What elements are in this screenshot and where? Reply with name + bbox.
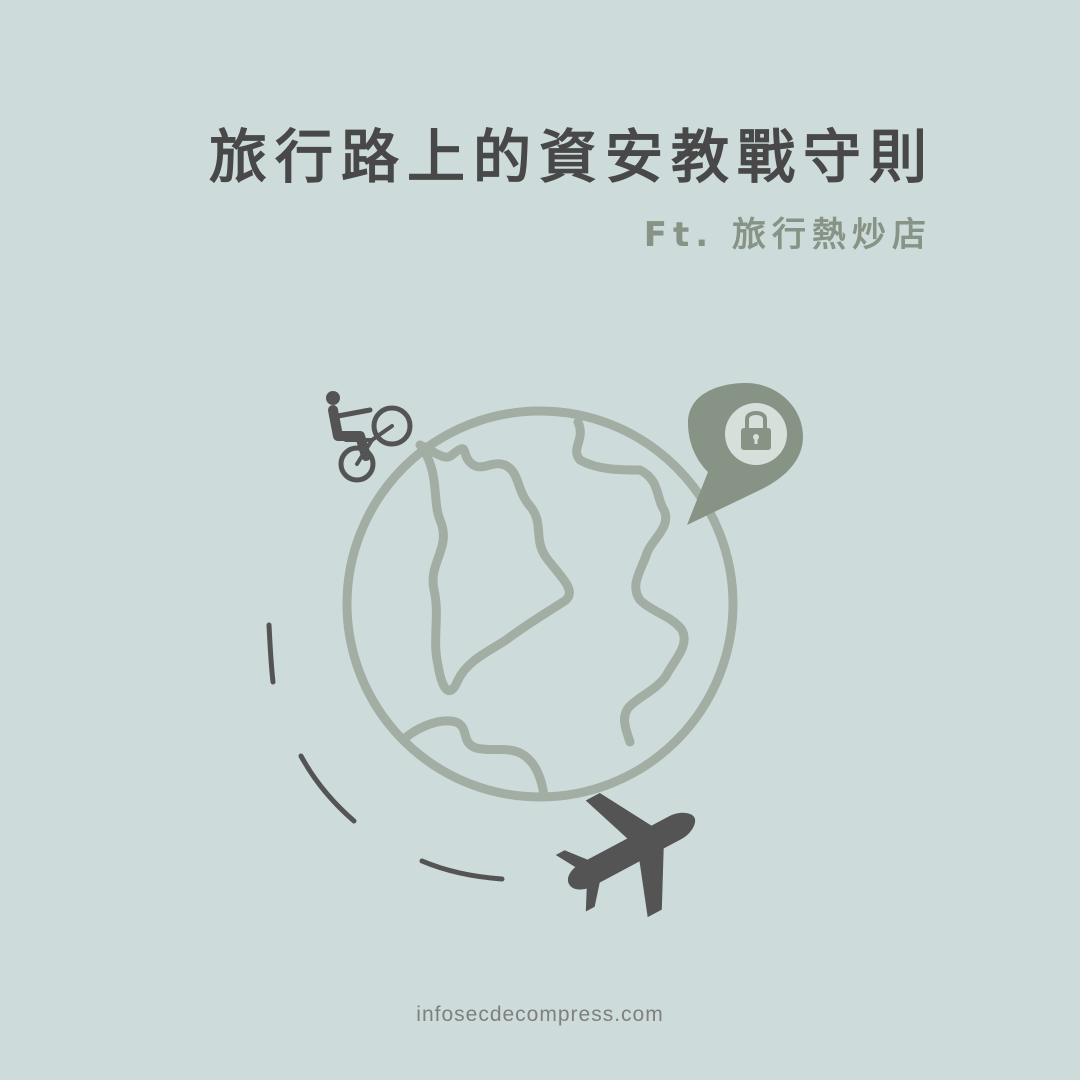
website-url[interactable]: infosecdecompress.com [416, 1003, 664, 1026]
globe-icon [342, 406, 738, 802]
location-pin-icon [687, 383, 803, 525]
lock-icon [741, 411, 771, 450]
page-subtitle: Ft. 旅行熱炒店 [643, 215, 932, 255]
airplane-icon [555, 793, 696, 918]
flight-path [266, 622, 505, 882]
page-title: 旅行路上的資安教戰守則 [208, 123, 935, 191]
cyclist-icon [326, 391, 413, 483]
